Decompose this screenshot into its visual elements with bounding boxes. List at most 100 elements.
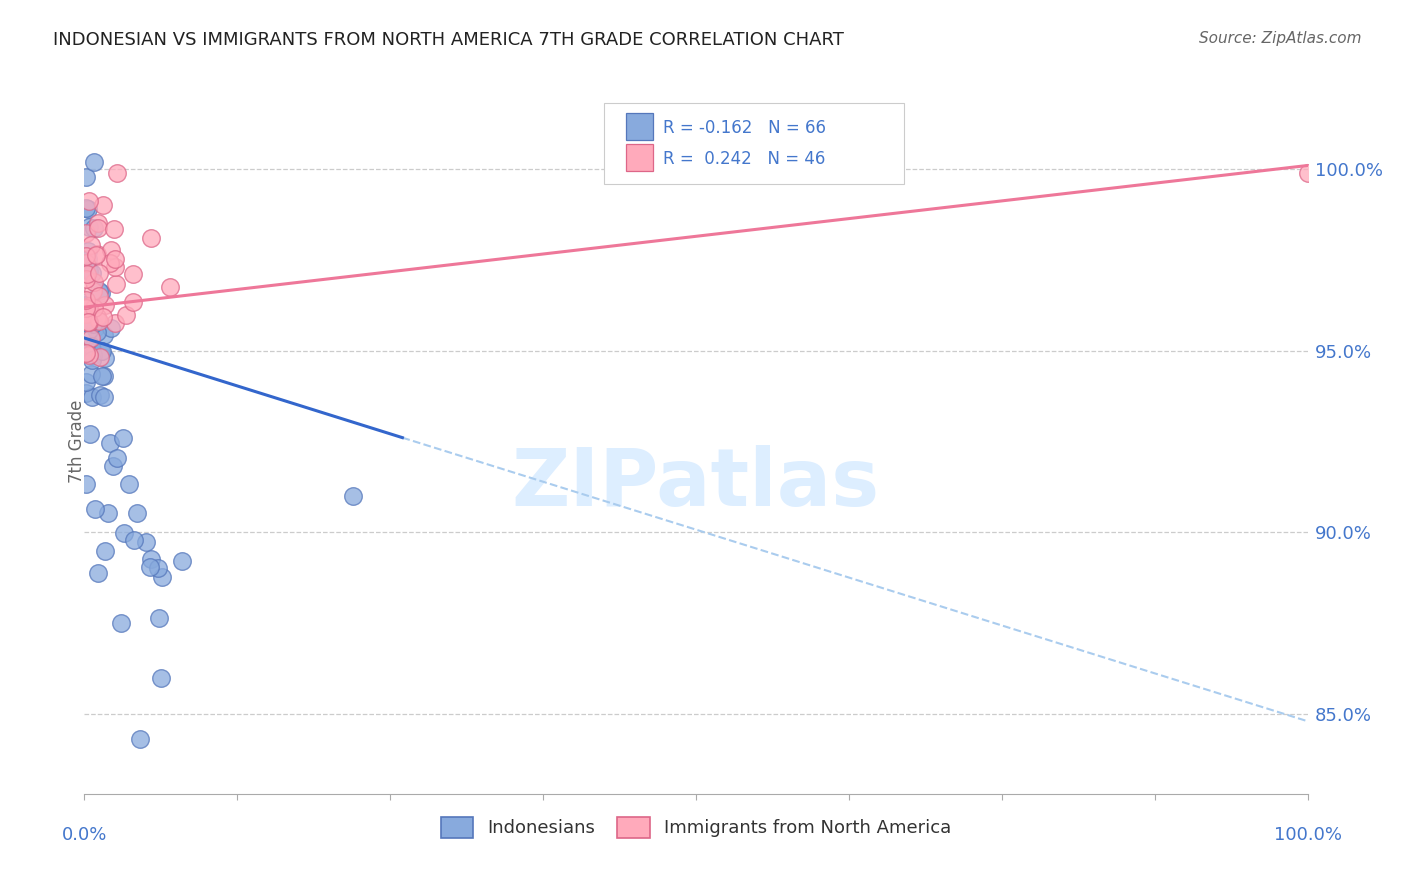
FancyBboxPatch shape — [605, 103, 904, 185]
Point — [82, 348, 104, 362]
Point — [91, 310, 114, 324]
Point — [79, 426, 101, 441]
Point — [75, 307, 97, 321]
Point — [105, 277, 128, 291]
Point — [100, 243, 122, 257]
Point — [75, 272, 97, 286]
Point — [82, 317, 104, 331]
Point — [77, 347, 100, 361]
Point — [83, 276, 105, 290]
Point — [105, 450, 128, 465]
Point — [122, 533, 145, 548]
Point — [139, 552, 162, 566]
Point — [98, 256, 121, 270]
Point — [86, 325, 108, 339]
Point — [87, 289, 110, 303]
Point — [75, 385, 97, 400]
Point — [76, 202, 98, 216]
Point — [98, 436, 121, 450]
Point — [112, 525, 135, 540]
Point — [82, 267, 104, 281]
Point — [83, 221, 105, 235]
Point — [89, 284, 111, 298]
Point — [135, 534, 157, 549]
Point — [75, 293, 97, 308]
Point — [103, 459, 125, 474]
Text: R =  0.242   N = 46: R = 0.242 N = 46 — [664, 150, 825, 169]
Point — [77, 316, 100, 330]
Text: 100.0%: 100.0% — [1274, 826, 1341, 844]
Legend: Indonesians, Immigrants from North America: Indonesians, Immigrants from North Ameri… — [433, 809, 959, 845]
Point — [75, 226, 97, 240]
Point — [83, 321, 105, 335]
Point — [76, 268, 98, 282]
Point — [77, 220, 100, 235]
Text: 0.0%: 0.0% — [62, 826, 107, 844]
Point — [77, 252, 100, 266]
Point — [87, 566, 110, 580]
Point — [93, 351, 115, 366]
Point — [76, 295, 98, 310]
Point — [75, 345, 97, 359]
Point — [75, 301, 97, 315]
Point — [127, 506, 149, 520]
Point — [93, 328, 115, 343]
Point — [90, 368, 112, 383]
Point — [87, 216, 110, 230]
Point — [122, 267, 145, 281]
Text: R = -0.162   N = 66: R = -0.162 N = 66 — [664, 119, 825, 136]
Y-axis label: 7th Grade: 7th Grade — [69, 400, 86, 483]
Point — [90, 285, 112, 300]
Point — [100, 321, 122, 335]
Point — [75, 298, 97, 312]
Point — [104, 260, 127, 274]
Point — [77, 323, 100, 337]
Point — [77, 315, 100, 329]
Point — [87, 266, 110, 280]
Point — [80, 352, 103, 367]
Point — [115, 308, 138, 322]
Point — [159, 280, 181, 294]
Point — [77, 194, 100, 209]
Point — [80, 390, 103, 404]
Point — [77, 348, 100, 362]
Point — [93, 368, 115, 383]
Point — [342, 489, 364, 503]
Point — [80, 338, 103, 352]
Point — [146, 561, 169, 575]
Point — [117, 477, 139, 491]
Point — [87, 220, 110, 235]
Point — [172, 554, 194, 568]
Point — [82, 285, 104, 299]
FancyBboxPatch shape — [626, 144, 654, 170]
Point — [83, 154, 105, 169]
Point — [80, 238, 103, 252]
Point — [129, 732, 152, 747]
Point — [86, 310, 108, 324]
Point — [75, 256, 97, 270]
Point — [84, 501, 107, 516]
FancyBboxPatch shape — [626, 113, 654, 140]
Point — [83, 301, 105, 315]
Text: INDONESIAN VS IMMIGRANTS FROM NORTH AMERICA 7TH GRADE CORRELATION CHART: INDONESIAN VS IMMIGRANTS FROM NORTH AMER… — [53, 31, 844, 49]
Point — [80, 341, 103, 355]
Point — [139, 560, 162, 574]
Point — [77, 299, 100, 313]
Point — [150, 671, 173, 685]
Point — [94, 298, 117, 312]
Point — [86, 313, 108, 327]
Point — [77, 244, 100, 258]
Point — [76, 316, 98, 330]
Point — [76, 315, 98, 329]
Point — [89, 344, 111, 359]
Text: ZIPatlas: ZIPatlas — [512, 445, 880, 523]
Point — [75, 170, 97, 185]
Point — [89, 314, 111, 328]
Point — [94, 543, 117, 558]
Point — [89, 350, 111, 364]
Point — [112, 431, 135, 445]
Point — [97, 506, 120, 520]
Point — [80, 367, 103, 381]
Point — [75, 250, 97, 264]
Point — [141, 231, 163, 245]
